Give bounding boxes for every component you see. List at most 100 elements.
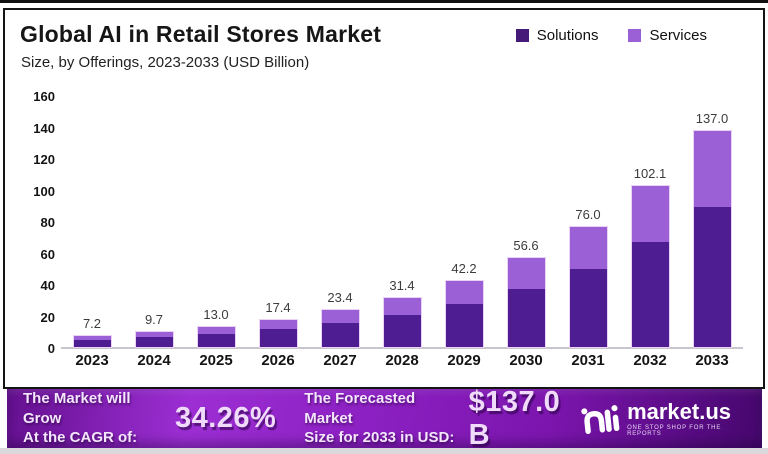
bar-value-label: 42.2 [451,260,477,276]
x-axis-tick-label: 2032 [633,352,667,369]
stacked-bar [631,186,669,347]
x-axis-tick-label: 2026 [261,352,295,369]
cagr-label-line1: The Market will Grow [23,390,131,427]
services-segment [631,186,669,243]
stacked-bar [259,319,297,347]
bar-column: 137.0 [681,95,743,347]
stacked-bar [321,310,359,347]
solutions-segment [693,206,731,347]
solutions-segment [631,242,669,347]
bottom-border-strip [0,448,768,454]
bar-column: 102.1 [619,95,681,347]
y-axis-tick-label: 40 [40,278,55,293]
x-axis-tick-label: 2031 [571,352,605,369]
services-segment [445,280,483,304]
solutions-segment [383,314,421,347]
bar-column: 9.7 [123,95,185,347]
stacked-bar [507,257,545,347]
marketus-logo: market.us ONE STOP SHOP FOR THE REPORTS [581,398,748,437]
services-segment [197,326,235,334]
bar-value-label: 13.0 [203,306,229,322]
forecast-label-line2: Size for 2033 in USD: [304,429,455,447]
bar-value-label: 76.0 [575,207,601,223]
bar-column: 31.4 [371,95,433,347]
x-axis-tick-label: 2030 [509,352,543,369]
legend-label-solutions: Solutions [536,27,599,44]
solutions-segment [73,339,111,347]
x-axis-tick-label: 2027 [323,352,357,369]
stacked-bar [693,131,731,347]
bar-column: 42.2 [433,95,495,347]
services-swatch-icon [628,29,642,42]
solutions-segment [259,329,297,347]
cagr-value: 34.26% [174,402,277,434]
bottom-banner: The Market will Grow At the CAGR of: 34.… [7,386,762,451]
cagr-label-line2: At the CAGR of: [23,429,138,447]
y-axis-tick-label: 100 [33,183,55,199]
bar-column: 7.2 [61,95,123,347]
legend: Solutions Services [515,27,707,44]
bar-column: 56.6 [495,95,557,347]
x-axis: 2023 2024 2025 2026 2027 2028 2029 2030 2031 2032… [61,352,743,369]
stacked-bar [569,227,607,347]
page-title: Global AI in Retail Stores Market [20,21,382,47]
y-axis-tick-label: 120 [33,152,55,167]
legend-item-solutions: Solutions [515,27,599,44]
y-axis: 0 20 40 60 80 100 120 140 160 [13,89,61,356]
solutions-segment [135,337,173,347]
bar-column: 17.4 [247,95,309,347]
services-segment [73,335,111,340]
forecast-label-line1: The Forecasted Market [304,390,416,427]
x-axis-tick-label: 2033 [695,352,729,369]
y-axis-tick-label: 0 [47,341,55,356]
stacked-bar [73,335,111,347]
legend-item-services: Services [628,27,707,44]
bar-value-label: 137.0 [695,111,729,127]
services-segment [693,131,731,207]
bar-value-label: 17.4 [265,299,291,315]
services-segment [321,310,359,324]
stacked-bar [383,297,421,347]
bar-column: 23.4 [309,95,371,347]
chart-panel: Global AI in Retail Stores Market Size, … [3,8,765,389]
solutions-segment [445,303,483,347]
services-segment [135,331,173,338]
bar-value-label: 56.6 [513,237,539,253]
legend-label-services: Services [649,27,707,44]
marketus-logo-icon [581,404,620,434]
logo-name: market.us [627,398,732,424]
solutions-segment [507,289,545,347]
stacked-bar [135,331,173,347]
services-segment [259,319,297,330]
y-axis-tick-label: 80 [40,215,55,230]
bar-value-label: 102.1 [633,166,667,182]
top-border-strip [0,0,768,3]
services-segment [383,297,421,315]
y-axis-tick-label: 60 [40,246,55,262]
services-segment [507,257,545,290]
logo-tagline: ONE STOP SHOP FOR THE REPORTS [627,424,722,437]
bar-value-label: 7.2 [82,315,102,331]
cagr-label: The Market will Grow At the CAGR of: [23,389,162,448]
solutions-segment [197,333,235,347]
stacked-bar [197,326,235,347]
x-axis-tick-label: 2028 [385,352,419,369]
y-axis-tick-label: 160 [33,89,55,104]
x-axis-tick-label: 2025 [199,352,233,369]
forecast-value: $137.0 B [468,385,561,451]
chart-subtitle: Size, by Offerings, 2023-2033 (USD Billi… [21,54,310,71]
bars-container: 7.2 9.7 13.0 17.4 23.4 31.4 42.2 56.6 76.0 102.1 1… [61,95,743,349]
solutions-swatch-icon [515,29,529,42]
y-axis-tick-label: 20 [40,309,55,325]
services-segment [569,227,607,270]
plot-area: 0 20 40 60 80 100 120 140 160 7.2 9.7 13.0 17.4 23.4… [13,89,755,369]
y-axis-tick-label: 140 [33,120,55,136]
stacked-bar [445,280,483,347]
bar-value-label: 23.4 [327,290,353,306]
x-axis-tick-label: 2024 [137,352,171,369]
forecast-label: The Forecasted Market Size for 2033 in U… [304,389,455,448]
bar-column: 76.0 [557,95,619,347]
x-axis-tick-label: 2029 [447,352,481,369]
x-axis-tick-label: 2023 [75,352,109,369]
